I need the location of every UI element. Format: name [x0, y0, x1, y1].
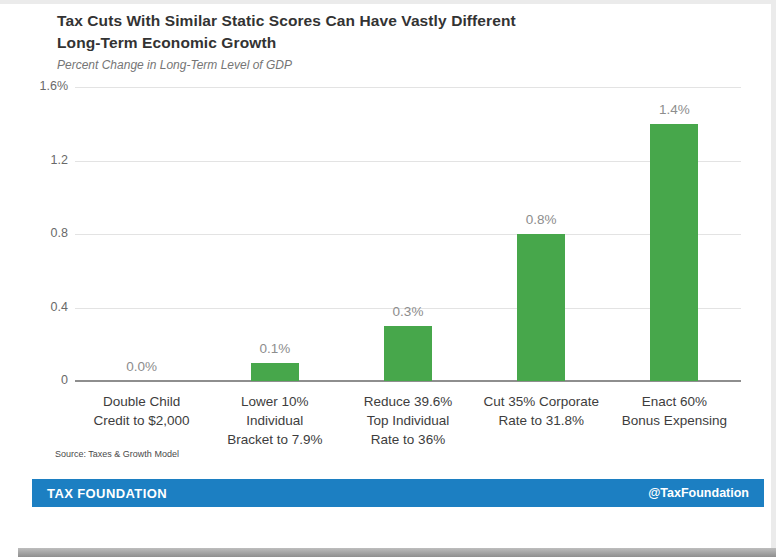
x-category-label-line: Enact 60% — [599, 392, 749, 411]
bar-value-label: 0.1% — [240, 341, 310, 356]
x-category-label-line: Top Individual — [333, 411, 483, 430]
bar-value-label: 0.0% — [107, 359, 177, 374]
bar — [650, 124, 698, 381]
y-axis-tick-label: 1.2 — [0, 153, 68, 167]
y-axis-tick-label: 0 — [0, 373, 68, 387]
footer-brand: TAX FOUNDATION — [47, 486, 167, 501]
source-note: Source: Taxes & Growth Model — [55, 449, 179, 459]
gridline — [75, 87, 741, 88]
x-category-label: Cut 35% CorporateRate to 31.8% — [466, 392, 616, 430]
x-category-label-line: Reduce 39.6% — [333, 392, 483, 411]
bar — [384, 326, 432, 381]
x-category-label-line: Rate to 31.8% — [466, 411, 616, 430]
x-category-label-line: Credit to $2,000 — [67, 411, 217, 430]
x-category-label: Double ChildCredit to $2,000 — [67, 392, 217, 430]
bar-value-label: 0.3% — [373, 304, 443, 319]
x-category-label: Enact 60%Bonus Expensing — [599, 392, 749, 430]
bar — [517, 234, 565, 381]
y-axis-tick-label: 0.4 — [0, 300, 68, 314]
x-category-label-line: Bonus Expensing — [599, 411, 749, 430]
bar-value-label: 1.4% — [639, 102, 709, 117]
x-category-label: Lower 10%IndividualBracket to 7.9% — [200, 392, 350, 449]
gridline — [75, 234, 741, 235]
footer-twitter-handle: @TaxFoundation — [648, 486, 749, 500]
x-category-label-line: Cut 35% Corporate — [466, 392, 616, 411]
bar-value-label: 0.8% — [506, 212, 576, 227]
y-axis-tick-label: 1.6% — [0, 79, 68, 93]
x-category-label-line: Rate to 36% — [333, 430, 483, 449]
x-category-label-line: Double Child — [67, 392, 217, 411]
gridline — [75, 161, 741, 162]
x-category-label-line: Bracket to 7.9% — [200, 430, 350, 449]
footer-bar: TAX FOUNDATION @TaxFoundation — [32, 479, 764, 507]
horizontal-scrollbar[interactable] — [18, 548, 776, 557]
x-category-label: Reduce 39.6%Top IndividualRate to 36% — [333, 392, 483, 449]
bar — [251, 363, 299, 381]
x-category-label-line: Individual — [200, 411, 350, 430]
x-category-label-line: Lower 10% — [200, 392, 350, 411]
y-axis-tick-label: 0.8 — [0, 226, 68, 240]
bar-chart: 1.6% 1.2 0.8 0.4 0 0.0% Double ChildCredit to … — [0, 0, 776, 470]
